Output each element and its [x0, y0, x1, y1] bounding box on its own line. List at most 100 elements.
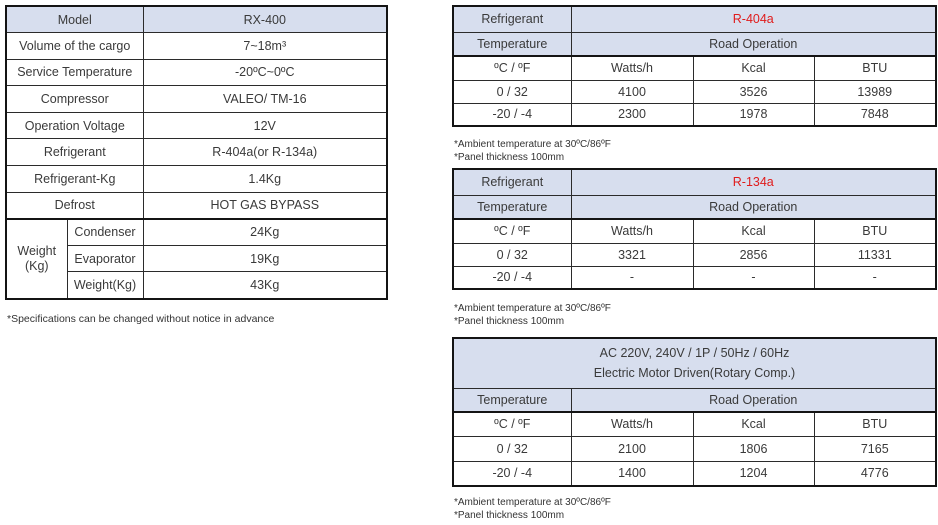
table-row: Temperature Road Operation — [452, 194, 937, 220]
perf-table-r404a: Refrigerant R-404a Temperature Road Oper… — [452, 5, 937, 127]
spec-value-refrigerant-kg: 1.4Kg — [142, 165, 388, 193]
spec-label-refrigerant: Refrigerant — [5, 138, 144, 167]
perf-footnotes-r404a: *Ambient temperature at 30ºC/86ºF *Panel… — [454, 139, 611, 164]
col-header-kcal: Kcal — [692, 218, 815, 244]
col-header-kcal: Kcal — [692, 411, 815, 437]
footnote-ambient: *Ambient temperature at 30ºC/86ºF — [454, 303, 611, 314]
electric-header: AC 220V, 240V / 1P / 50Hz / 60Hz Electri… — [452, 337, 937, 389]
cell-temp: 0 / 32 — [452, 435, 572, 462]
spec-value-refrigerant: R-404a(or R-134a) — [142, 138, 388, 167]
table-row: 0 / 32 2100 1806 7165 — [452, 435, 937, 462]
spec-value-voltage: 12V — [142, 111, 388, 140]
table-row: Refrigerant R-404a(or R-134a) — [5, 138, 388, 167]
cell-watts: 1400 — [570, 460, 694, 487]
spec-label-weight-group: Weight (Kg) — [5, 217, 68, 300]
table-row: Compressor VALEO/ TM-16 — [5, 85, 388, 113]
table-row: Weight(Kg) 43Kg — [6, 271, 388, 300]
spec-label-refrigerant-kg: Refrigerant-Kg — [5, 165, 144, 193]
table-row: 0 / 32 4100 3526 13989 — [452, 79, 937, 104]
spec-value-evaporator: 19Kg — [142, 244, 388, 273]
spec-label-model: Model — [5, 5, 144, 34]
table-row: Model RX-400 — [5, 5, 388, 34]
spec-label-compressor: Compressor — [5, 85, 144, 113]
road-operation-label: Road Operation — [570, 31, 937, 57]
spec-value-service-temp: -20ºC~0ºC — [142, 58, 388, 87]
spec-value-model: RX-400 — [142, 5, 388, 34]
spec-value-condenser: 24Kg — [142, 217, 388, 246]
cell-kcal: 1978 — [692, 102, 815, 127]
table-row: 0 / 32 3321 2856 11331 — [452, 242, 937, 267]
table-row: AC 220V, 240V / 1P / 50Hz / 60Hz Electri… — [452, 337, 937, 389]
cell-kcal: 3526 — [692, 79, 815, 104]
spec-value-weight: 43Kg — [142, 271, 388, 300]
cell-watts: 2100 — [570, 435, 694, 462]
table-row: ºC / ºF Watts/h Kcal BTU — [452, 55, 937, 81]
table-row: Operation Voltage 12V — [5, 111, 388, 140]
col-header-watts: Watts/h — [570, 218, 694, 244]
cell-temp: 0 / 32 — [452, 242, 572, 267]
electric-header-line1: AC 220V, 240V / 1P / 50Hz / 60Hz — [599, 346, 790, 361]
road-operation-label: Road Operation — [570, 387, 937, 413]
cell-temp: -20 / -4 — [452, 102, 572, 127]
footnote-panel: *Panel thickness 100mm — [454, 509, 565, 521]
spec-value-volume: 7~18m³ — [142, 32, 388, 60]
col-header-watts: Watts/h — [570, 55, 694, 81]
perf-table-electric: AC 220V, 240V / 1P / 50Hz / 60Hz Electri… — [452, 337, 937, 487]
cell-watts: 3321 — [570, 242, 694, 267]
refrigerant-label: Refrigerant — [452, 168, 572, 196]
temperature-label: Temperature — [452, 387, 572, 413]
table-row: Temperature Road Operation — [452, 31, 937, 57]
col-header-temp-units: ºC / ºF — [452, 218, 572, 244]
cell-temp: -20 / -4 — [452, 265, 572, 290]
table-row: ºC / ºF Watts/h Kcal BTU — [452, 218, 937, 244]
cell-watts: 4100 — [570, 79, 694, 104]
spec-table: Model RX-400 Volume of the cargo 7~18m³ … — [5, 5, 389, 300]
cell-watts: - — [570, 265, 694, 290]
table-row: ºC / ºF Watts/h Kcal BTU — [452, 411, 937, 437]
cell-btu: 13989 — [813, 79, 937, 104]
perf-footnotes-electric: *Ambient temperature at 30ºC/86ºF *Panel… — [454, 497, 611, 522]
refrigerant-value: R-404a — [570, 5, 937, 33]
col-header-temp-units: ºC / ºF — [452, 411, 572, 437]
cell-watts: 2300 — [570, 102, 694, 127]
cell-btu: 7165 — [813, 435, 937, 462]
footnote-ambient: *Ambient temperature at 30ºC/86ºF — [454, 497, 611, 508]
table-row: -20 / -4 1400 1204 4776 — [452, 460, 937, 487]
road-operation-label: Road Operation — [570, 194, 937, 220]
spec-value-defrost: HOT GAS BYPASS — [142, 191, 388, 220]
footnote-panel: *Panel thickness 100mm — [454, 315, 565, 327]
spec-label-weight: Weight(Kg) — [66, 271, 144, 300]
table-row: Refrigerant R-134a — [452, 168, 937, 196]
spec-label-evaporator: Evaporator — [66, 244, 144, 273]
spec-value-compressor: VALEO/ TM-16 — [142, 85, 388, 113]
temperature-label: Temperature — [452, 31, 572, 57]
col-header-btu: BTU — [813, 411, 937, 437]
col-header-watts: Watts/h — [570, 411, 694, 437]
table-row: -20 / -4 2300 1978 7848 — [452, 102, 937, 127]
spec-footnote: *Specifications can be changed without n… — [7, 313, 275, 325]
cell-btu: - — [813, 265, 937, 290]
spec-label-defrost: Defrost — [5, 191, 144, 220]
refrigerant-label: Refrigerant — [452, 5, 572, 33]
table-row: Service Temperature -20ºC~0ºC — [5, 58, 388, 87]
cell-kcal: 1204 — [692, 460, 815, 487]
col-header-kcal: Kcal — [692, 55, 815, 81]
perf-table-r134a: Refrigerant R-134a Temperature Road Oper… — [452, 168, 937, 290]
footnote-ambient: *Ambient temperature at 30ºC/86ºF — [454, 139, 611, 150]
col-header-btu: BTU — [813, 218, 937, 244]
table-row: Temperature Road Operation — [452, 387, 937, 413]
spec-label-condenser: Condenser — [66, 217, 144, 246]
perf-footnotes-r134a: *Ambient temperature at 30ºC/86ºF *Panel… — [454, 303, 611, 328]
cell-temp: -20 / -4 — [452, 460, 572, 487]
col-header-temp-units: ºC / ºF — [452, 55, 572, 81]
table-row: Evaporator 19Kg — [6, 244, 388, 273]
cell-kcal: 1806 — [692, 435, 815, 462]
table-row: Refrigerant R-404a — [452, 5, 937, 33]
cell-kcal: - — [692, 265, 815, 290]
temperature-label: Temperature — [452, 194, 572, 220]
cell-btu: 4776 — [813, 460, 937, 487]
spec-label-service-temp: Service Temperature — [5, 58, 144, 87]
cell-temp: 0 / 32 — [452, 79, 572, 104]
cell-kcal: 2856 — [692, 242, 815, 267]
table-row: -20 / -4 - - - — [452, 265, 937, 290]
